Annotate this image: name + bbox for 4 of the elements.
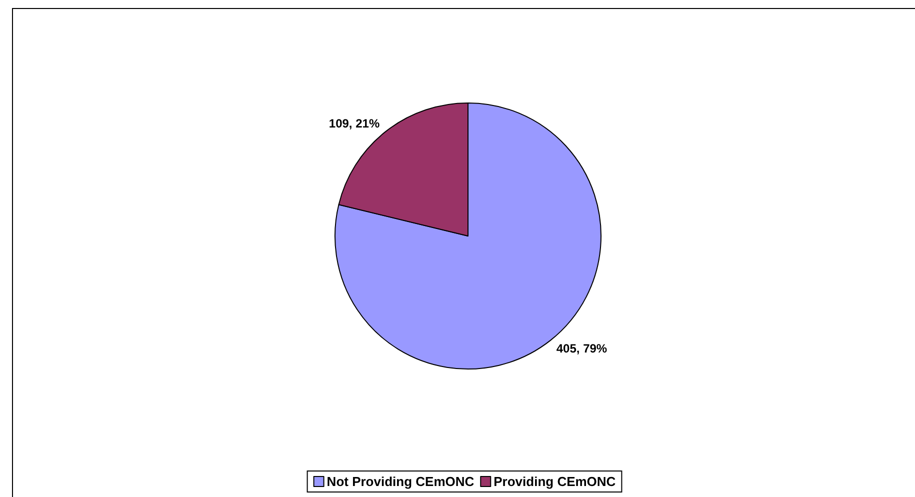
data-label: 405, 79% bbox=[556, 341, 608, 356]
data-label: 109, 21% bbox=[328, 116, 380, 131]
legend-label: Providing CEmONC bbox=[494, 474, 616, 489]
legend-label: Not Providing CEmONC bbox=[326, 474, 475, 489]
